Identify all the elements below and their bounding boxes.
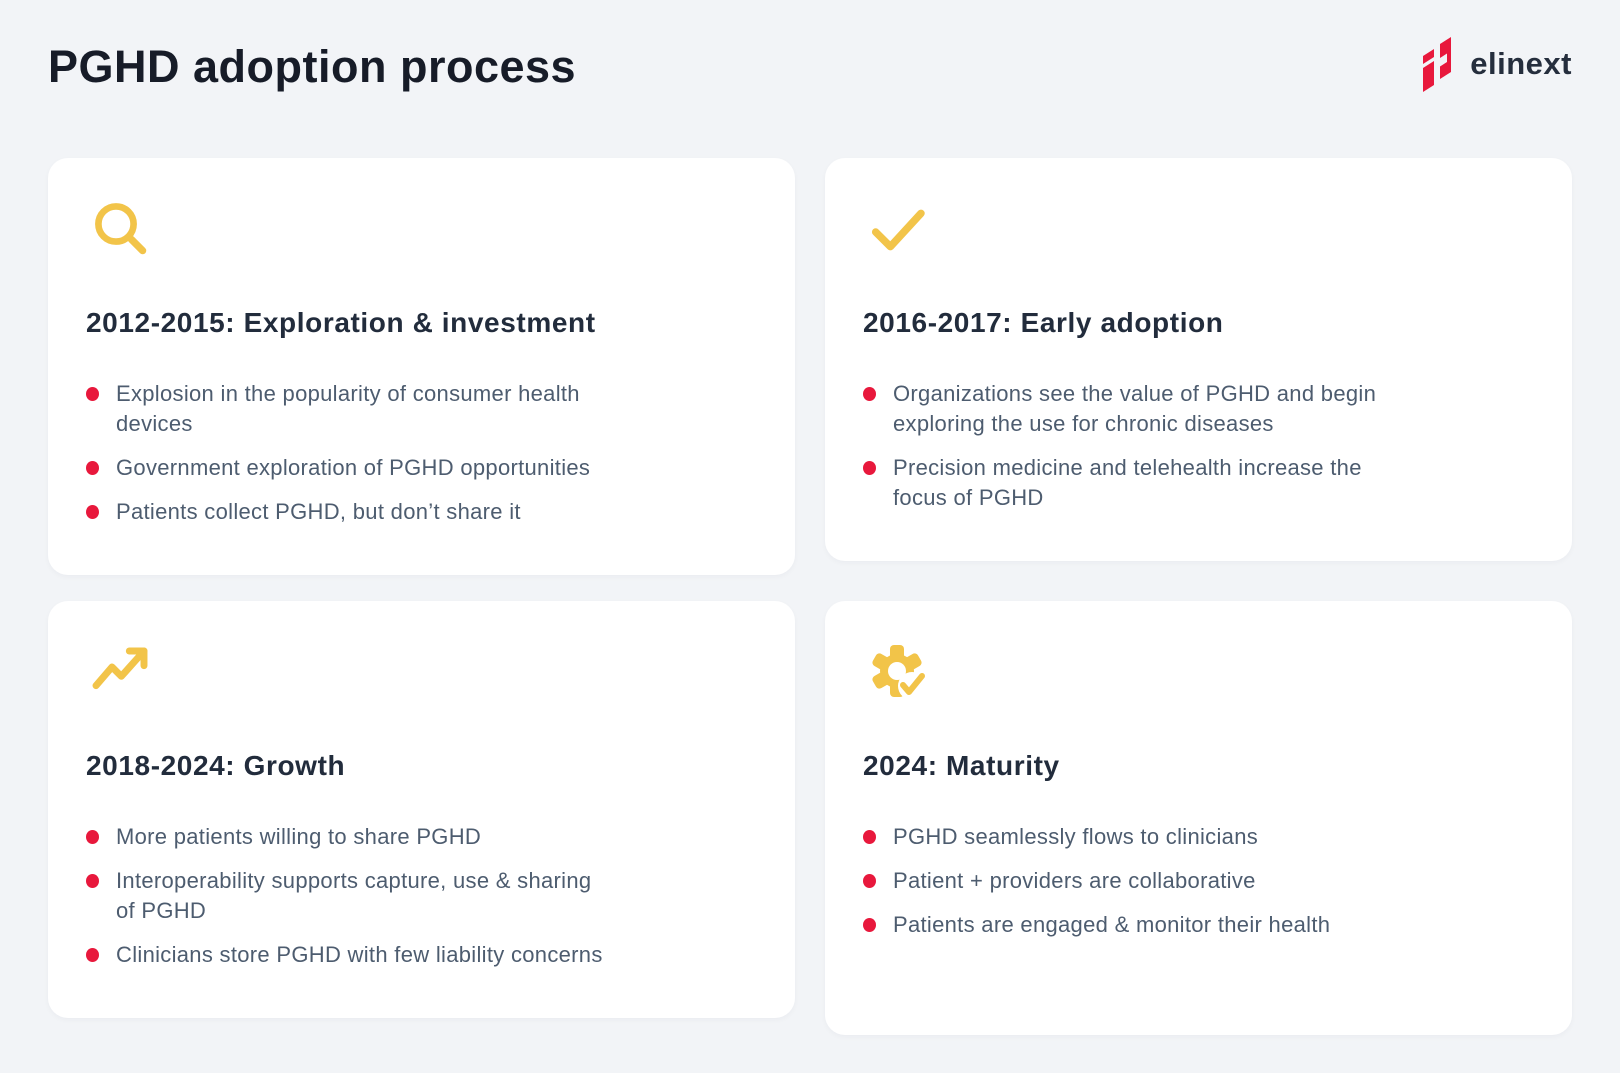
bullet-dot <box>86 505 99 519</box>
page-title: PGHD adoption process <box>48 41 577 92</box>
bullet-text: Precision medicine and telehealth increa… <box>893 455 1362 510</box>
list-item: More patients willing to share PGHD <box>86 822 757 852</box>
card-title: 2016-2017: Early adoption <box>863 307 1224 338</box>
bullet-dot <box>86 948 99 962</box>
cards-grid: 2012-2015: Exploration & investment Expl… <box>48 158 1572 1035</box>
list-item: Precision medicine and telehealth increa… <box>863 453 1534 513</box>
bullet-list: PGHD seamlessly flows to clinicians Pati… <box>863 822 1534 940</box>
card-title: 2024: Maturity <box>863 750 1060 781</box>
bullet-text: Patients collect PGHD, but don’t share i… <box>116 499 521 524</box>
bullet-text: PGHD seamlessly flows to clinicians <box>893 824 1259 849</box>
bullet-text: Patients are engaged & monitor their hea… <box>893 912 1331 937</box>
bullet-text: Patient + providers are collaborative <box>893 868 1256 893</box>
bullet-dot <box>86 461 99 475</box>
checkmark-icon <box>871 209 925 251</box>
bullet-list: More patients willing to share PGHD Inte… <box>86 822 757 970</box>
magnifier-icon <box>95 203 147 255</box>
bullet-text: More patients willing to share PGHD <box>116 824 482 849</box>
list-item: Government exploration of PGHD opportuni… <box>86 453 757 483</box>
bullet-list: Organizations see the value of PGHD and … <box>863 379 1534 513</box>
brand-wordmark: elinext <box>1470 46 1572 81</box>
page-header: PGHD adoption process elinext <box>48 0 1572 110</box>
list-item: Patients are engaged & monitor their hea… <box>863 910 1534 940</box>
trend-up-icon <box>92 647 148 690</box>
bullet-dot <box>86 830 99 844</box>
list-item: Explosion in the popularity of consumer … <box>86 379 757 439</box>
card-2012-2015-exploration: 2012-2015: Exploration & investment Expl… <box>48 158 795 575</box>
bullet-text: Interoperability supports capture, use &… <box>116 868 592 923</box>
bullet-dot <box>863 830 876 844</box>
card-2024-maturity: 2024: Maturity PGHD seamlessly flows to … <box>825 601 1572 1035</box>
list-item: Clinicians store PGHD with few liability… <box>86 940 757 970</box>
card-2016-2017-early-adoption: 2016-2017: Early adoption Organizations … <box>825 158 1572 561</box>
list-item: Patient + providers are collaborative <box>863 866 1534 896</box>
elinext-logo-icon <box>1423 37 1452 92</box>
bullet-text: Government exploration of PGHD opportuni… <box>116 455 591 480</box>
bullet-list: Explosion in the popularity of consumer … <box>86 379 757 527</box>
list-item: PGHD seamlessly flows to clinicians <box>863 822 1534 852</box>
bullet-dot <box>86 874 99 888</box>
bullet-dot <box>863 918 876 932</box>
card-title: 2012-2015: Exploration & investment <box>86 307 596 338</box>
bullet-text: Organizations see the value of PGHD and … <box>893 381 1377 436</box>
brand-logo: elinext <box>1420 36 1572 92</box>
card-title: 2018-2024: Growth <box>86 750 346 781</box>
list-item: Patients collect PGHD, but don’t share i… <box>86 497 757 527</box>
bullet-text: Clinicians store PGHD with few liability… <box>116 942 603 967</box>
bullet-dot <box>86 387 99 401</box>
bullet-text: Explosion in the popularity of consumer … <box>116 381 580 436</box>
bullet-dot <box>863 874 876 888</box>
list-item: Organizations see the value of PGHD and … <box>863 379 1534 439</box>
gear-check-icon <box>872 645 926 700</box>
list-item: Interoperability supports capture, use &… <box>86 866 757 926</box>
bullet-dot <box>863 387 876 401</box>
bullet-dot <box>863 461 876 475</box>
card-2018-2024-growth: 2018-2024: Growth More patients willing … <box>48 601 795 1018</box>
